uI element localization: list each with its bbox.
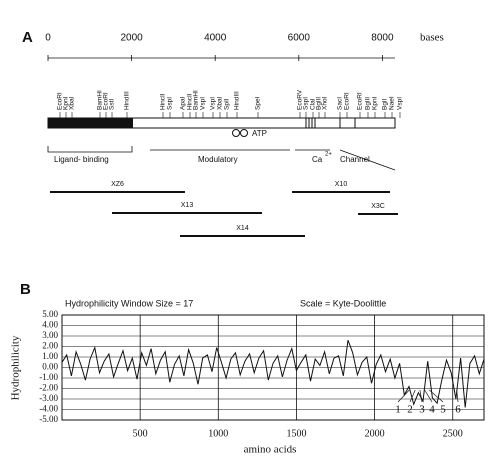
annotation: 3	[419, 404, 425, 416]
channel-stripes	[305, 118, 356, 128]
chart-title: Hydrophilicity Window Size = 17	[65, 298, 193, 308]
y-tick-label: -5.00	[39, 414, 58, 424]
y-tick-label: 5.00	[42, 309, 58, 319]
site-label: NaeI	[389, 96, 396, 110]
annotation-arrow	[397, 389, 410, 403]
data-line	[61, 340, 485, 408]
site-label: SspI	[167, 97, 174, 110]
site-label: SpII	[224, 98, 231, 110]
y-tick-label: 3.00	[42, 330, 58, 340]
site-label: SacI	[337, 97, 344, 110]
clone-label: X3C	[371, 203, 385, 210]
site-label: ClaI	[310, 98, 317, 110]
annotation: 6	[455, 404, 461, 416]
atp-site	[240, 129, 248, 137]
domain-label: Modulatory	[198, 155, 238, 164]
annotation: 1	[395, 404, 401, 416]
y-tick-label: 0.00	[42, 362, 58, 372]
site-label: BglII	[316, 97, 323, 110]
scale-tick-label: 8000	[371, 33, 394, 44]
annotation: 5	[440, 404, 446, 416]
y-tick-label: 1.00	[42, 351, 58, 361]
panel-label: B	[20, 281, 31, 298]
site-label: BglI	[382, 99, 389, 110]
site-label: HindIII	[124, 91, 131, 110]
site-label: KpnI	[372, 96, 379, 110]
scale-tick-label: 6000	[288, 33, 311, 44]
annotation: 2	[407, 404, 413, 416]
y-tick-label: -2.00	[39, 383, 58, 393]
y-tick-label: 4.00	[42, 320, 58, 330]
ligand-domain	[48, 118, 133, 128]
annotation-arrow	[419, 389, 423, 403]
site-label: BamHI	[193, 90, 200, 110]
site-label: EcoRV	[297, 89, 304, 110]
domain-label: 2+	[325, 152, 332, 158]
site-label: VspI	[210, 97, 217, 110]
y-axis-label: Hydrophilicity	[10, 335, 22, 400]
domain-label: Channel	[340, 155, 370, 164]
atp-label: ATP	[252, 129, 267, 138]
x-tick-label: 2500	[443, 428, 463, 439]
scale-tick-label: 0	[45, 33, 51, 44]
x-tick-label: 500	[133, 428, 148, 439]
site-label: EcoRI	[103, 92, 110, 110]
annotation-arrow	[429, 389, 444, 403]
site-label: KpnI	[63, 96, 70, 110]
y-tick-label: -3.00	[39, 393, 58, 403]
site-label: VspI	[397, 97, 404, 110]
annotation: 4	[429, 404, 435, 416]
site-label: XbaI	[69, 96, 76, 110]
clone-label: X13	[181, 202, 194, 209]
chart-subtitle: Scale = Kyte-Doolittle	[300, 298, 386, 308]
domain-label: Ligand- binding	[54, 155, 109, 164]
site-label: XbaI	[217, 96, 224, 110]
panel-label: A	[22, 29, 33, 46]
site-label: BamHI	[97, 90, 104, 110]
y-tick-label: -1.00	[39, 372, 58, 382]
x-tick-label: 1000	[208, 428, 228, 439]
site-label: SpeI	[255, 96, 262, 110]
scale-tick-label: 4000	[204, 33, 227, 44]
clone-label: XZ6	[111, 181, 124, 188]
site-label: ApaI	[180, 96, 187, 110]
site-label: EcoRI	[57, 92, 64, 110]
scale-unit: bases	[420, 32, 444, 44]
clone-label: X10	[335, 181, 348, 188]
site-label: HincII	[160, 93, 167, 110]
site-label: EcoRI	[344, 92, 351, 110]
domain-label: Ca	[312, 155, 323, 164]
clone-label: X14	[236, 225, 249, 232]
x-tick-label: 2000	[365, 428, 385, 439]
site-label: SspI	[303, 97, 310, 110]
site-label: HindIII	[234, 91, 241, 110]
site-label: BglII	[365, 97, 372, 110]
site-label: VspI	[200, 97, 207, 110]
x-axis-label: amino acids	[244, 444, 297, 456]
annotation-arrow	[456, 389, 459, 403]
site-label: SstI	[109, 99, 116, 110]
annotation-arrow	[409, 389, 416, 403]
site-label: HincII	[187, 93, 194, 110]
site-label: XhoI	[322, 96, 329, 110]
x-tick-label: 1500	[286, 428, 306, 439]
annotation-arrow	[424, 389, 433, 403]
y-tick-label: -4.00	[39, 404, 58, 414]
site-label: EcoRI	[357, 92, 364, 110]
y-tick-label: 2.00	[42, 341, 58, 351]
scale-tick-label: 2000	[120, 33, 143, 44]
domain-brackets	[47, 146, 396, 171]
atp-site	[232, 129, 240, 137]
